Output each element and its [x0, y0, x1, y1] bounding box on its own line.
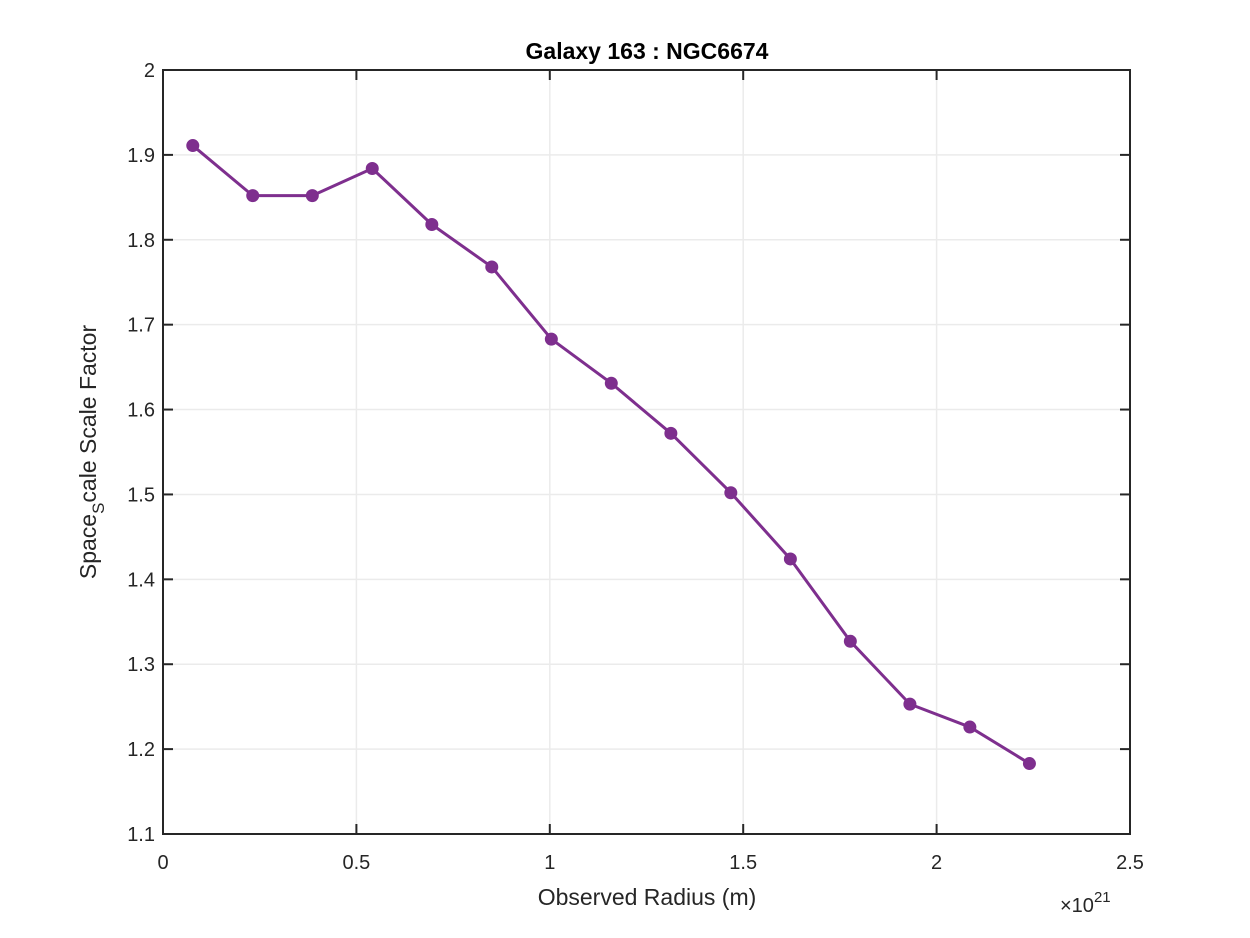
plot-area — [163, 70, 1130, 834]
data-point — [963, 720, 977, 734]
data-point — [604, 376, 618, 390]
x-tick-labels: 0 0.5 1 1.5 2 2.5 — [157, 852, 1143, 874]
data-point — [664, 426, 678, 440]
axes-box — [162, 69, 1131, 835]
y-axis-label-subscript: S — [89, 503, 108, 514]
x-axis-exponent: ×1021 — [1060, 889, 1111, 917]
y-axis-label-rest: cale Scale Factor — [75, 325, 101, 503]
x-axis-exponent-base: ×10 — [1060, 895, 1094, 917]
data-point — [246, 189, 260, 203]
data-point — [365, 161, 379, 175]
data-point — [485, 260, 499, 274]
y-tick-label: 1.3 — [127, 654, 155, 676]
y-axis-label-main: Space — [75, 514, 101, 579]
x-tick-label: 0.5 — [342, 852, 370, 874]
x-axis-exponent-power: 21 — [1094, 889, 1111, 906]
y-tick-label: 1.1 — [127, 824, 155, 846]
chart-title: Galaxy 163 : NGC6674 — [526, 38, 769, 64]
y-tick-label: 1.4 — [127, 569, 155, 591]
data-point — [1022, 757, 1036, 771]
data-point — [544, 332, 558, 346]
grid-lines — [162, 69, 1131, 835]
y-tick-labels: 1.1 1.2 1.3 1.4 1.5 1.6 1.7 1.8 1.9 2 — [127, 60, 155, 846]
x-tick-label: 2 — [931, 852, 942, 874]
x-tick-label: 1 — [544, 852, 555, 874]
data-point — [425, 217, 439, 231]
x-tick-label: 2.5 — [1116, 852, 1144, 874]
tick-marks — [162, 69, 1131, 835]
x-axis-label: Observed Radius (m) — [538, 884, 757, 910]
data-point — [305, 189, 319, 203]
y-tick-label: 1.6 — [127, 400, 155, 422]
y-tick-label: 1.7 — [127, 315, 155, 337]
x-tick-label: 1.5 — [729, 852, 757, 874]
series-layer — [186, 139, 1036, 771]
y-tick-label: 2 — [144, 60, 155, 82]
data-point — [843, 634, 857, 648]
data-point — [783, 552, 797, 566]
data-point — [724, 486, 738, 500]
y-tick-label: 1.9 — [127, 145, 155, 167]
y-tick-label: 1.2 — [127, 739, 155, 761]
y-tick-label: 1.8 — [127, 230, 155, 252]
data-point — [903, 697, 917, 711]
data-point — [186, 139, 200, 153]
y-tick-label: 1.5 — [127, 484, 155, 506]
x-tick-label: 0 — [157, 852, 168, 874]
y-axis-label: SpaceScale Scale Factor — [75, 325, 108, 580]
